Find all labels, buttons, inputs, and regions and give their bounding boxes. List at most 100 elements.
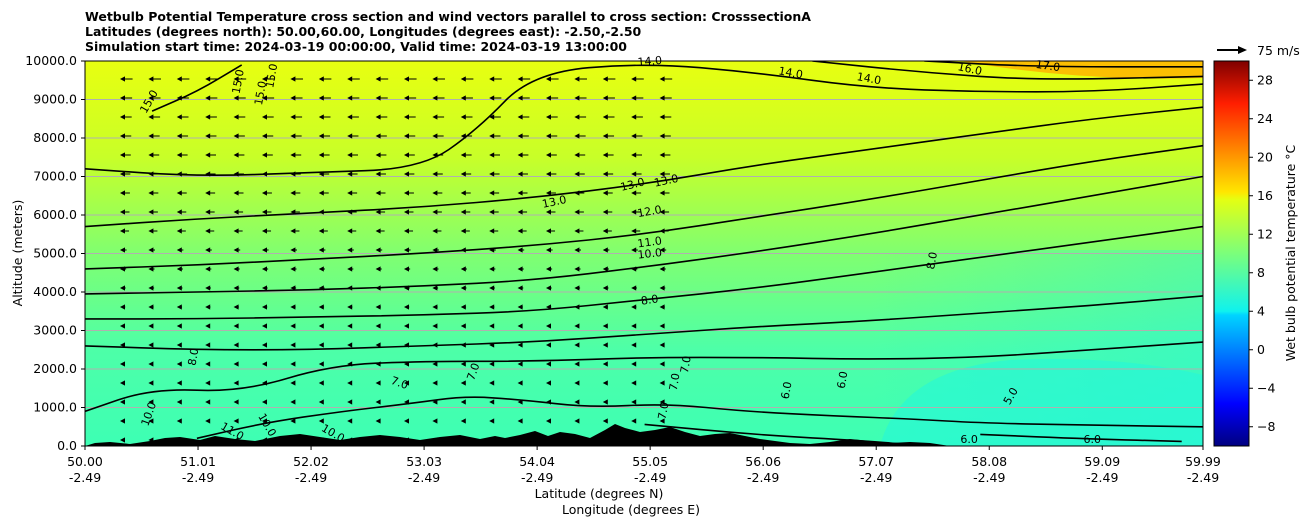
wind-vector <box>489 285 495 291</box>
wind-vector <box>375 342 381 348</box>
x-axis: 50.00-2.4951.01-2.4952.02-2.4953.03-2.49… <box>67 446 1221 485</box>
wind-vector <box>205 323 211 329</box>
wind-vector <box>262 399 267 405</box>
wind-vector <box>120 285 126 291</box>
x-tick-label-lon: -2.49 <box>1086 470 1118 485</box>
wind-vector <box>432 380 438 386</box>
contour-label: 6.0 <box>1083 433 1101 446</box>
contour-line-9 <box>85 295 1203 351</box>
wind-vector <box>517 266 524 272</box>
wind-vector <box>233 133 245 139</box>
wind-vector <box>120 209 130 215</box>
wind-vector <box>148 133 160 139</box>
wind-vector <box>404 323 409 329</box>
wind-vector <box>176 247 184 253</box>
wind-vector <box>631 323 637 329</box>
y-tick-label: 3000.0 <box>33 323 77 338</box>
chart-title-line-2: Latitudes (degrees north): 50.00,60.00, … <box>85 24 642 39</box>
x-tick-label-lat: 53.03 <box>406 454 442 469</box>
wind-vector <box>517 171 528 177</box>
contour-line-14 <box>85 64 1203 177</box>
contour-line-7 <box>196 396 1203 440</box>
wind-vector <box>546 133 558 139</box>
y-tick-label: 10000.0 <box>25 53 77 68</box>
wind-vector <box>602 171 614 177</box>
wind-vector <box>517 380 523 386</box>
wind-vector <box>546 152 557 158</box>
y-tick-label: 6000.0 <box>33 207 77 222</box>
contour-label: 7.0 <box>656 401 672 420</box>
wind-vector <box>375 171 386 177</box>
wind-vector <box>602 285 609 291</box>
wind-vector <box>631 152 643 158</box>
wind-vector <box>233 209 244 215</box>
wind-vector <box>120 437 125 443</box>
wind-vector <box>631 285 637 291</box>
wind-vector <box>233 285 240 291</box>
colorbar-tick-label: 20 <box>1257 149 1273 164</box>
wind-vector <box>631 114 643 120</box>
wind-vector <box>290 247 297 253</box>
contour-label: 14.0 <box>777 64 803 81</box>
contour-label: 13.0 <box>619 175 646 194</box>
wind-vector <box>318 133 331 139</box>
contour-line-12 <box>85 144 1203 270</box>
wind-vector <box>460 152 472 158</box>
wind-vector <box>546 323 551 329</box>
y-axis-label: Altitude (meters) <box>10 200 25 307</box>
wind-vector <box>375 152 387 158</box>
contour-line-6 <box>980 433 1182 443</box>
x-axis-label-longitude: Longitude (degrees E) <box>562 502 700 517</box>
wind-vector <box>460 285 467 291</box>
wind-vector <box>318 418 324 424</box>
contour-label: 7.0 <box>464 361 482 382</box>
wind-vector <box>602 361 608 367</box>
contour-label: 15.0 <box>263 63 280 89</box>
wind-vector <box>290 304 296 310</box>
colorbar-gradient <box>1213 60 1250 447</box>
wind-vector <box>375 380 381 386</box>
wind-vector <box>432 95 445 101</box>
wind-vector <box>233 418 239 424</box>
wind-vector <box>546 247 553 253</box>
wind-vector <box>602 76 616 82</box>
wind-vector <box>290 133 302 139</box>
wind-vectors <box>120 76 673 443</box>
wind-vector <box>375 304 381 310</box>
wind-vector <box>546 361 551 367</box>
orography <box>85 424 950 446</box>
wind-vector <box>347 418 353 424</box>
wind-vector <box>176 228 186 234</box>
wind-vector <box>347 171 358 177</box>
wind-vector <box>659 418 665 424</box>
x-tick-label-lon: -2.49 <box>973 470 1005 485</box>
wind-vector <box>517 152 529 158</box>
wind-vector <box>460 399 466 405</box>
wind-vector <box>318 76 332 82</box>
wind-vector <box>631 418 637 424</box>
wind-vector <box>659 171 670 177</box>
wind-vector <box>460 171 472 177</box>
x-tick-label-lat: 55.05 <box>632 454 668 469</box>
contour-label: 13.0 <box>653 172 680 190</box>
contour-label: 7.0 <box>389 374 410 392</box>
wind-vector <box>176 76 190 82</box>
wind-vector <box>176 304 183 310</box>
contour-label: 12.0 <box>636 203 662 220</box>
wind-vector <box>290 76 303 82</box>
chart-title-line-3: Simulation start time: 2024-03-19 00:00:… <box>85 39 627 54</box>
wind-vector <box>489 304 495 310</box>
wind-vector <box>176 418 182 424</box>
wind-vector <box>631 361 637 367</box>
wind-vector <box>290 323 296 329</box>
wind-vector <box>460 95 473 101</box>
wind-vector <box>460 361 466 367</box>
x-tick-label-lat: 52.02 <box>293 454 329 469</box>
wind-vector <box>460 209 471 215</box>
wind-vector <box>574 266 581 272</box>
wind-vector <box>432 228 442 234</box>
wind-vector <box>290 190 301 196</box>
wind-vector <box>233 323 239 329</box>
wind-vector <box>120 152 131 158</box>
wind-vector <box>262 76 275 82</box>
